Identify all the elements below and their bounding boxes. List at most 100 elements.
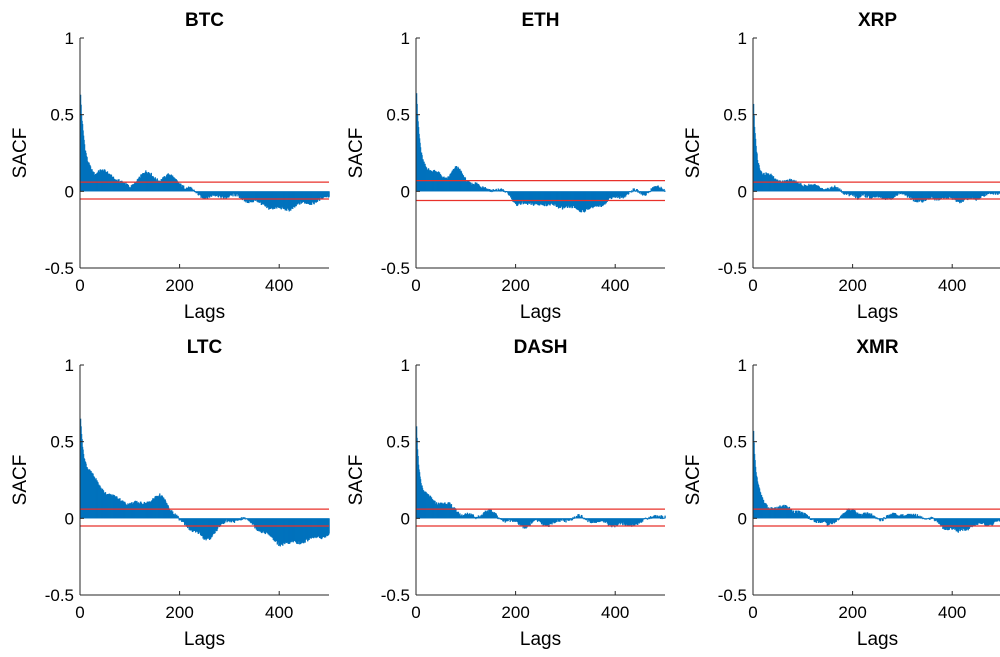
y-tick-label: 0 bbox=[738, 509, 747, 528]
acf-bar bbox=[836, 518, 838, 521]
acf-bar bbox=[491, 191, 493, 192]
acf-bar bbox=[533, 518, 535, 522]
acf-bar bbox=[242, 518, 245, 520]
acf-bar bbox=[822, 189, 824, 192]
x-tick-label: 200 bbox=[838, 603, 866, 622]
y-tick-label: 1 bbox=[738, 29, 747, 48]
acf-bar bbox=[596, 518, 598, 523]
acf-bar bbox=[505, 191, 507, 193]
acf-bar bbox=[583, 517, 586, 519]
acf-bar bbox=[661, 189, 664, 192]
x-tick-label: 0 bbox=[748, 276, 757, 295]
acf-bar bbox=[492, 189, 494, 192]
acf-bar bbox=[931, 518, 933, 519]
acf-bar bbox=[532, 518, 534, 522]
acf-bar bbox=[648, 190, 650, 192]
acf-bar bbox=[503, 191, 505, 192]
acf-bar bbox=[498, 189, 500, 192]
acf-bar bbox=[904, 191, 906, 196]
y-tick-label: 1 bbox=[65, 29, 74, 48]
panel-title: ETH bbox=[522, 10, 560, 31]
acf-bar bbox=[648, 191, 650, 193]
y-tick-label: 0 bbox=[65, 509, 74, 528]
acf-bar bbox=[243, 518, 246, 520]
acf-bar bbox=[652, 516, 654, 519]
acf-bar bbox=[933, 517, 935, 519]
acf-bar bbox=[645, 191, 647, 196]
acf-bar bbox=[876, 517, 878, 519]
acf-bar bbox=[930, 518, 932, 520]
acf-bar bbox=[471, 514, 474, 519]
acf-bar bbox=[247, 518, 249, 521]
acf-bar bbox=[661, 518, 663, 520]
y-tick-label: 0.5 bbox=[723, 433, 747, 452]
acf-bar bbox=[193, 189, 195, 192]
acf-bar bbox=[583, 518, 585, 520]
x-axis-label: Lags bbox=[184, 629, 225, 650]
acf-bar bbox=[475, 518, 477, 520]
acf-bar bbox=[569, 518, 571, 521]
x-axis-label: Lags bbox=[520, 629, 561, 650]
acf-bar bbox=[177, 516, 179, 519]
acf-bar bbox=[599, 518, 601, 522]
y-tick-label: 0.5 bbox=[50, 106, 74, 125]
acf-bar bbox=[573, 518, 575, 519]
acf-bar bbox=[883, 517, 886, 519]
acf-bar bbox=[328, 518, 330, 534]
acf-bar bbox=[567, 518, 570, 521]
acf-bar bbox=[472, 514, 475, 519]
acf-bar bbox=[178, 517, 180, 519]
acf-bar bbox=[929, 518, 931, 520]
acf-bar bbox=[571, 518, 574, 521]
acf-bar bbox=[555, 518, 557, 523]
acf-bar bbox=[529, 518, 531, 526]
acf-bar bbox=[838, 518, 840, 520]
acf-bar bbox=[839, 188, 841, 192]
acf-bar bbox=[489, 191, 491, 192]
acf-bar bbox=[807, 518, 810, 520]
acf-bar bbox=[647, 518, 649, 520]
acf-bar bbox=[917, 515, 920, 519]
acf-bar bbox=[659, 515, 661, 519]
y-tick-label: 0.5 bbox=[386, 433, 410, 452]
acf-bar bbox=[839, 190, 841, 192]
acf-bar bbox=[928, 517, 930, 519]
acf-bar bbox=[632, 191, 634, 193]
acf-bar bbox=[997, 518, 999, 521]
acf-bar bbox=[922, 517, 925, 519]
acf-bar bbox=[504, 190, 506, 192]
acf-bar bbox=[490, 189, 492, 192]
x-tick-label: 0 bbox=[75, 276, 84, 295]
acf-bar bbox=[630, 191, 632, 193]
acf-bar bbox=[497, 188, 499, 192]
x-tick-label: 200 bbox=[501, 276, 529, 295]
acf-bar bbox=[645, 517, 647, 519]
acf-bar bbox=[664, 190, 666, 192]
acf-bar bbox=[176, 514, 178, 519]
acf-bar bbox=[628, 191, 630, 195]
y-tick-label: 0.5 bbox=[50, 433, 74, 452]
y-axis-label: SACF bbox=[346, 128, 367, 179]
y-tick-label: 1 bbox=[401, 356, 410, 375]
acf-bars bbox=[79, 418, 330, 547]
acf-bar bbox=[840, 515, 842, 519]
x-tick-label: 0 bbox=[748, 603, 757, 622]
panel-title: XMR bbox=[856, 337, 899, 358]
acf-bar bbox=[507, 518, 509, 521]
acf-bar bbox=[637, 190, 639, 192]
y-axis-label: SACF bbox=[346, 455, 367, 506]
acf-bar bbox=[930, 516, 933, 519]
acf-bar bbox=[902, 191, 904, 195]
y-tick-label: 1 bbox=[65, 356, 74, 375]
x-tick-label: 400 bbox=[938, 603, 966, 622]
x-tick-label: 200 bbox=[165, 276, 193, 295]
x-axis-label: Lags bbox=[520, 302, 561, 323]
x-tick-label: 200 bbox=[165, 603, 193, 622]
acf-bar bbox=[655, 515, 657, 519]
acf-bar bbox=[654, 514, 656, 519]
acf-bar bbox=[664, 515, 666, 519]
y-axis-label: SACF bbox=[683, 128, 704, 179]
acf-bar bbox=[188, 186, 190, 192]
